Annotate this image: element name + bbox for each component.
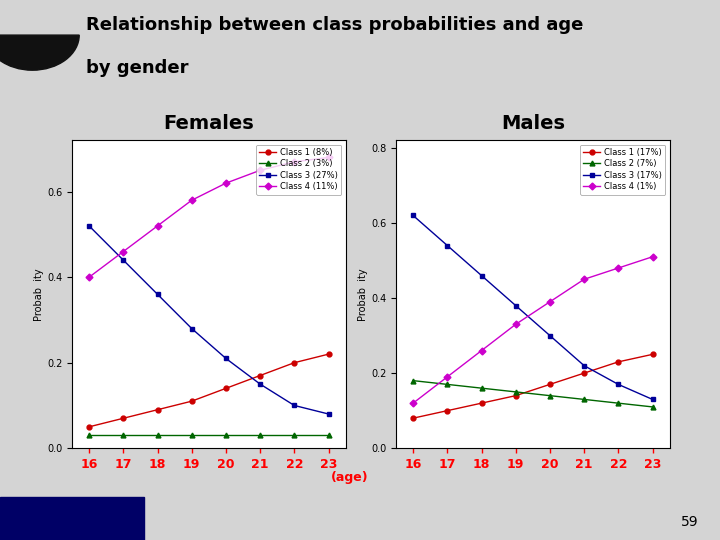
Text: by gender: by gender xyxy=(86,59,189,77)
Class 3 (17%) xyxy=(409,212,418,219)
Text: 59: 59 xyxy=(681,515,698,529)
Class 3 (17%) xyxy=(580,362,588,369)
Class 4 (1%) xyxy=(580,276,588,282)
Class 4 (11%) xyxy=(256,167,264,173)
Class 2 (3%) xyxy=(153,432,162,438)
Class 4 (1%) xyxy=(443,374,451,380)
Class 2 (7%) xyxy=(409,377,418,384)
Text: (age): (age) xyxy=(330,471,368,484)
Y-axis label: Probab  ity: Probab ity xyxy=(34,268,44,321)
Class 1 (8%) xyxy=(324,351,333,357)
Class 2 (3%) xyxy=(119,432,127,438)
Class 3 (27%) xyxy=(153,291,162,298)
Class 1 (8%) xyxy=(256,372,264,379)
Class 2 (7%) xyxy=(580,396,588,403)
Class 4 (11%) xyxy=(153,222,162,229)
Class 1 (8%) xyxy=(85,423,94,430)
Class 1 (17%) xyxy=(443,407,451,414)
Class 4 (11%) xyxy=(290,159,299,165)
Class 3 (17%) xyxy=(443,242,451,249)
Class 1 (8%) xyxy=(119,415,127,422)
Class 3 (17%) xyxy=(511,302,520,309)
Class 1 (17%) xyxy=(614,359,623,365)
Class 1 (17%) xyxy=(511,393,520,399)
Class 4 (1%) xyxy=(614,265,623,271)
Class 3 (27%) xyxy=(324,411,333,417)
Legend: Class 1 (17%), Class 2 (7%), Class 3 (17%), Class 4 (1%): Class 1 (17%), Class 2 (7%), Class 3 (17… xyxy=(580,145,665,195)
Class 1 (17%) xyxy=(546,381,554,388)
Class 3 (17%) xyxy=(648,396,657,403)
Class 4 (1%) xyxy=(477,347,486,354)
Class 2 (7%) xyxy=(614,400,623,407)
Class 1 (8%) xyxy=(290,360,299,366)
Class 3 (27%) xyxy=(222,355,230,362)
Class 4 (11%) xyxy=(119,248,127,255)
Line: Class 4 (11%): Class 4 (11%) xyxy=(86,155,331,280)
Class 2 (7%) xyxy=(443,381,451,388)
Class 3 (17%) xyxy=(546,332,554,339)
Class 2 (3%) xyxy=(222,432,230,438)
Class 1 (17%) xyxy=(648,351,657,357)
Legend: Class 1 (8%), Class 2 (3%), Class 3 (27%), Class 4 (11%): Class 1 (8%), Class 2 (3%), Class 3 (27%… xyxy=(256,145,341,195)
Text: Relationship between class probabilities and age: Relationship between class probabilities… xyxy=(86,16,584,34)
Line: Class 4 (1%): Class 4 (1%) xyxy=(410,254,655,406)
Class 2 (3%) xyxy=(324,432,333,438)
Class 3 (27%) xyxy=(187,325,196,332)
Class 4 (1%) xyxy=(546,299,554,305)
Line: Class 1 (17%): Class 1 (17%) xyxy=(410,352,655,421)
Class 1 (8%) xyxy=(153,407,162,413)
Class 4 (11%) xyxy=(187,197,196,204)
Class 3 (27%) xyxy=(85,222,94,229)
Class 2 (7%) xyxy=(511,389,520,395)
Y-axis label: Probab  ity: Probab ity xyxy=(358,268,368,321)
Title: Females: Females xyxy=(163,114,254,133)
Class 2 (3%) xyxy=(85,432,94,438)
Class 2 (7%) xyxy=(546,393,554,399)
Class 3 (17%) xyxy=(477,272,486,279)
Class 3 (27%) xyxy=(119,257,127,264)
Class 4 (11%) xyxy=(324,154,333,161)
Line: Class 3 (17%): Class 3 (17%) xyxy=(410,213,655,402)
Class 1 (8%) xyxy=(187,398,196,404)
Class 3 (27%) xyxy=(290,402,299,409)
Class 4 (1%) xyxy=(511,321,520,328)
Line: Class 3 (27%): Class 3 (27%) xyxy=(86,224,331,416)
Class 4 (1%) xyxy=(648,253,657,260)
Class 2 (3%) xyxy=(290,432,299,438)
Class 2 (7%) xyxy=(648,404,657,410)
Class 1 (17%) xyxy=(580,370,588,376)
Class 4 (11%) xyxy=(85,274,94,280)
Class 1 (8%) xyxy=(222,385,230,392)
Class 1 (17%) xyxy=(409,415,418,421)
Class 3 (27%) xyxy=(256,381,264,387)
Class 4 (11%) xyxy=(222,180,230,186)
Class 2 (7%) xyxy=(477,385,486,392)
Line: Class 2 (7%): Class 2 (7%) xyxy=(410,378,655,409)
Class 2 (3%) xyxy=(187,432,196,438)
Class 3 (17%) xyxy=(614,381,623,388)
Class 2 (3%) xyxy=(256,432,264,438)
Title: Males: Males xyxy=(501,114,564,133)
Class 1 (17%) xyxy=(477,400,486,407)
Class 4 (1%) xyxy=(409,400,418,407)
Line: Class 2 (3%): Class 2 (3%) xyxy=(86,433,331,438)
Line: Class 1 (8%): Class 1 (8%) xyxy=(86,352,331,429)
